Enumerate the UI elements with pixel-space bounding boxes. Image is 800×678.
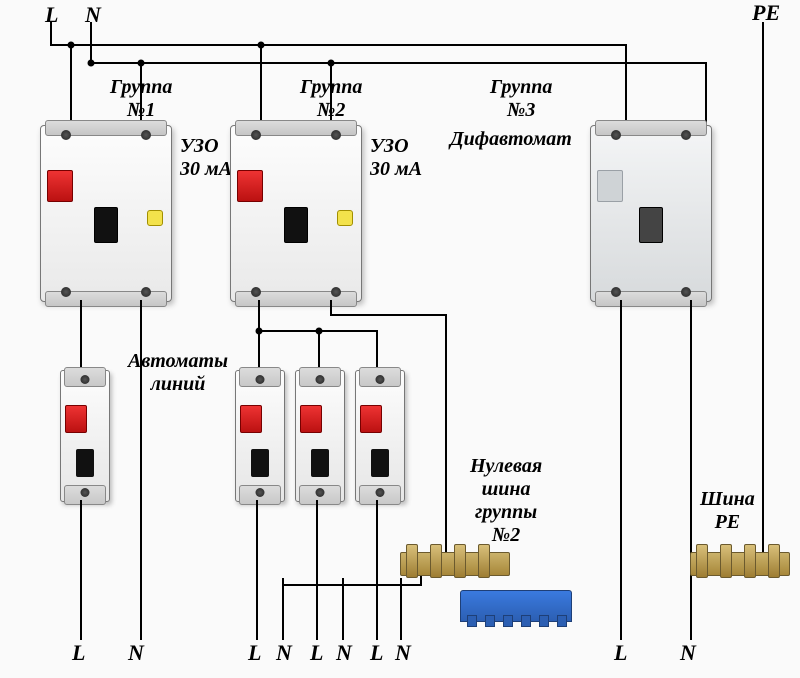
w-b2c-N bbox=[400, 578, 402, 640]
label-PE-in: PE bbox=[752, 0, 780, 25]
rcd-group2 bbox=[230, 125, 362, 302]
w-b2a-L bbox=[256, 500, 258, 640]
spec-g1: УЗО 30 мА bbox=[180, 135, 232, 181]
w-b2b-in bbox=[318, 330, 320, 370]
out-b2b-L: L bbox=[310, 640, 323, 665]
dot bbox=[88, 60, 95, 67]
bus-L bbox=[50, 44, 625, 46]
spec-g3: Дифавтомат bbox=[450, 128, 572, 151]
w-b2b-N bbox=[342, 578, 344, 640]
w-diff-N bbox=[690, 300, 692, 640]
w-diff-L bbox=[620, 300, 622, 640]
dot bbox=[68, 42, 75, 49]
dot bbox=[258, 42, 265, 49]
title-g1: Группа №1 bbox=[110, 76, 172, 122]
w-rcd2-L bbox=[258, 300, 260, 330]
w-b2c-L bbox=[376, 500, 378, 640]
out-b1-L: L bbox=[72, 640, 85, 665]
dot bbox=[256, 328, 263, 335]
dot bbox=[316, 328, 323, 335]
tap-g3-N bbox=[705, 62, 707, 124]
spec-g2: УЗО 30 мА bbox=[370, 135, 422, 181]
w-b2c-in bbox=[376, 330, 378, 370]
title-g3: Группа №3 bbox=[490, 76, 552, 122]
w-b2b-L bbox=[316, 500, 318, 640]
label-neutral-bus: Нулевая шина группы №2 bbox=[470, 455, 542, 547]
out-b3-L: L bbox=[614, 640, 627, 665]
label-N-in: N bbox=[85, 2, 101, 27]
tap-g1-L bbox=[70, 44, 72, 124]
title-g2: Группа №2 bbox=[300, 76, 362, 122]
feed-PE bbox=[762, 22, 764, 552]
out-b2a-N: N bbox=[276, 640, 292, 665]
out-b2a-L: L bbox=[248, 640, 261, 665]
breaker-g2-c bbox=[355, 370, 405, 502]
feed-L bbox=[50, 22, 52, 44]
w-rcd1-L bbox=[80, 300, 82, 370]
pe-busbar bbox=[690, 552, 790, 576]
w-b1-L bbox=[80, 500, 82, 640]
dot bbox=[328, 60, 335, 67]
w-b2a-N bbox=[282, 578, 284, 640]
tap-g2-L bbox=[260, 44, 262, 124]
w-b2a-in bbox=[258, 330, 260, 370]
w-rcd2-N2 bbox=[330, 314, 445, 316]
bus-N bbox=[90, 62, 705, 64]
out-b2c-N: N bbox=[395, 640, 411, 665]
out-b2c-L: L bbox=[370, 640, 383, 665]
breaker-g1 bbox=[60, 370, 110, 502]
blue-insulator bbox=[460, 590, 572, 622]
neutral-busbar-g2 bbox=[400, 552, 510, 576]
out-b2b-N: N bbox=[336, 640, 352, 665]
feed-N bbox=[90, 22, 92, 62]
w-nbus-h bbox=[282, 584, 420, 586]
tap-g3-L bbox=[625, 44, 627, 124]
rcd-group1 bbox=[40, 125, 172, 302]
diff-automat-group3 bbox=[590, 125, 712, 302]
label-pe-bus: Шина PE bbox=[700, 488, 755, 534]
breaker-g2-a bbox=[235, 370, 285, 502]
w-rcd2-N3 bbox=[445, 314, 447, 554]
wiring-diagram: L N PE Группа №1 Группа №2 Группа №3 УЗО… bbox=[0, 0, 800, 678]
label-line-breakers: Автоматы линий bbox=[128, 350, 228, 396]
out-b1-N: N bbox=[128, 640, 144, 665]
out-b3-N: N bbox=[680, 640, 696, 665]
breaker-g2-b bbox=[295, 370, 345, 502]
dot bbox=[138, 60, 145, 67]
w-rcd2-N1 bbox=[330, 300, 332, 314]
